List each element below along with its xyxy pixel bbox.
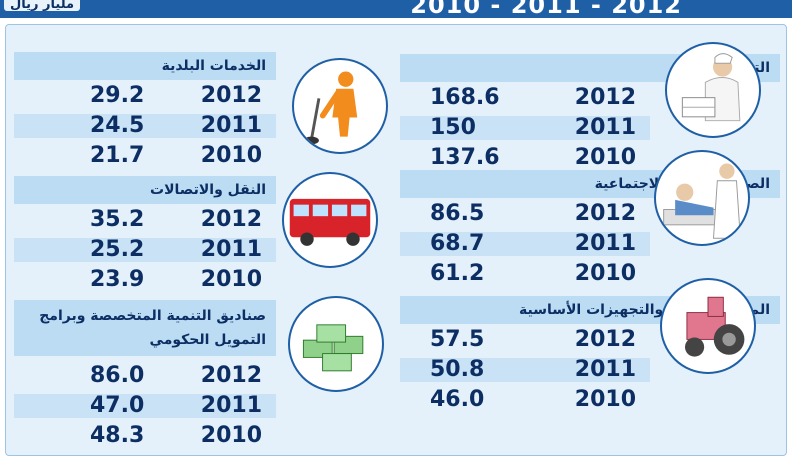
- data-row: 2012 86.0: [14, 364, 276, 388]
- data-row: 2012 57.5: [400, 328, 650, 352]
- data-row: 2012 168.6: [400, 86, 650, 110]
- value-label: 61.2: [430, 261, 485, 286]
- data-row: 2011 25.2: [14, 238, 276, 262]
- value-label: 137.6: [430, 145, 500, 170]
- data-row: 2010 61.2: [400, 262, 650, 286]
- value-label: 68.7: [430, 231, 485, 256]
- value-label: 21.7: [90, 143, 145, 168]
- category-header: الخدمات البلدية: [14, 52, 276, 80]
- value-label: 168.6: [430, 85, 500, 110]
- year-label: 2011: [200, 113, 262, 138]
- data-row: 2012 86.5: [400, 202, 650, 226]
- value-label: 29.2: [90, 83, 145, 108]
- header-title: 2012 - 2011 - 2010: [410, 0, 682, 18]
- data-row: 2010 23.9: [14, 268, 276, 292]
- data-row: 2010 46.0: [400, 388, 650, 412]
- year-label: 2011: [574, 115, 636, 140]
- value-label: 86.0: [90, 363, 145, 388]
- teacher-reading-icon: [665, 42, 761, 138]
- year-label: 2012: [574, 327, 636, 352]
- bus-icon: [282, 172, 378, 268]
- street-sweeper-icon: [292, 58, 388, 154]
- data-row: 2010 48.3: [14, 424, 276, 448]
- value-label: 50.8: [430, 357, 485, 382]
- data-row: 2011 150: [400, 116, 650, 140]
- year-label: 2011: [200, 393, 262, 418]
- category-header: النقل والاتصالات: [14, 176, 276, 204]
- header-banner: 2012 - 2011 - 2010 مليار ريال: [0, 0, 792, 18]
- value-label: 35.2: [90, 207, 145, 232]
- year-label: 2012: [200, 83, 262, 108]
- data-row: 2011 47.0: [14, 394, 276, 418]
- data-row: 2012 29.2: [14, 84, 276, 108]
- year-label: 2010: [200, 423, 262, 448]
- year-label: 2010: [574, 145, 636, 170]
- data-row: 2010 21.7: [14, 144, 276, 168]
- year-label: 2012: [200, 207, 262, 232]
- value-label: 24.5: [90, 113, 145, 138]
- year-label: 2010: [574, 387, 636, 412]
- data-row: 2012 35.2: [14, 208, 276, 232]
- unit-label: مليار ريال: [4, 0, 81, 12]
- year-label: 2010: [574, 261, 636, 286]
- year-label: 2011: [200, 237, 262, 262]
- value-label: 23.9: [90, 267, 145, 292]
- data-row: 2011 68.7: [400, 232, 650, 256]
- year-label: 2012: [574, 201, 636, 226]
- year-label: 2010: [200, 143, 262, 168]
- year-label: 2010: [200, 267, 262, 292]
- value-label: 86.5: [430, 201, 485, 226]
- data-row: 2011 50.8: [400, 358, 650, 382]
- value-label: 47.0: [90, 393, 145, 418]
- year-label: 2012: [574, 85, 636, 110]
- year-label: 2011: [574, 231, 636, 256]
- value-label: 57.5: [430, 327, 485, 352]
- category-header: صناديق التنمية المتخصصة وبرامج التمويل ا…: [14, 300, 276, 356]
- year-label: 2011: [574, 357, 636, 382]
- value-label: 46.0: [430, 387, 485, 412]
- data-row: 2011 24.5: [14, 114, 276, 138]
- doctor-patient-icon: [654, 150, 750, 246]
- year-label: 2012: [200, 363, 262, 388]
- value-label: 25.2: [90, 237, 145, 262]
- value-label: 150: [430, 115, 476, 140]
- tractor-icon: [660, 278, 756, 374]
- money-stacks-icon: [288, 296, 384, 392]
- value-label: 48.3: [90, 423, 145, 448]
- data-row: 2010 137.6: [400, 146, 650, 170]
